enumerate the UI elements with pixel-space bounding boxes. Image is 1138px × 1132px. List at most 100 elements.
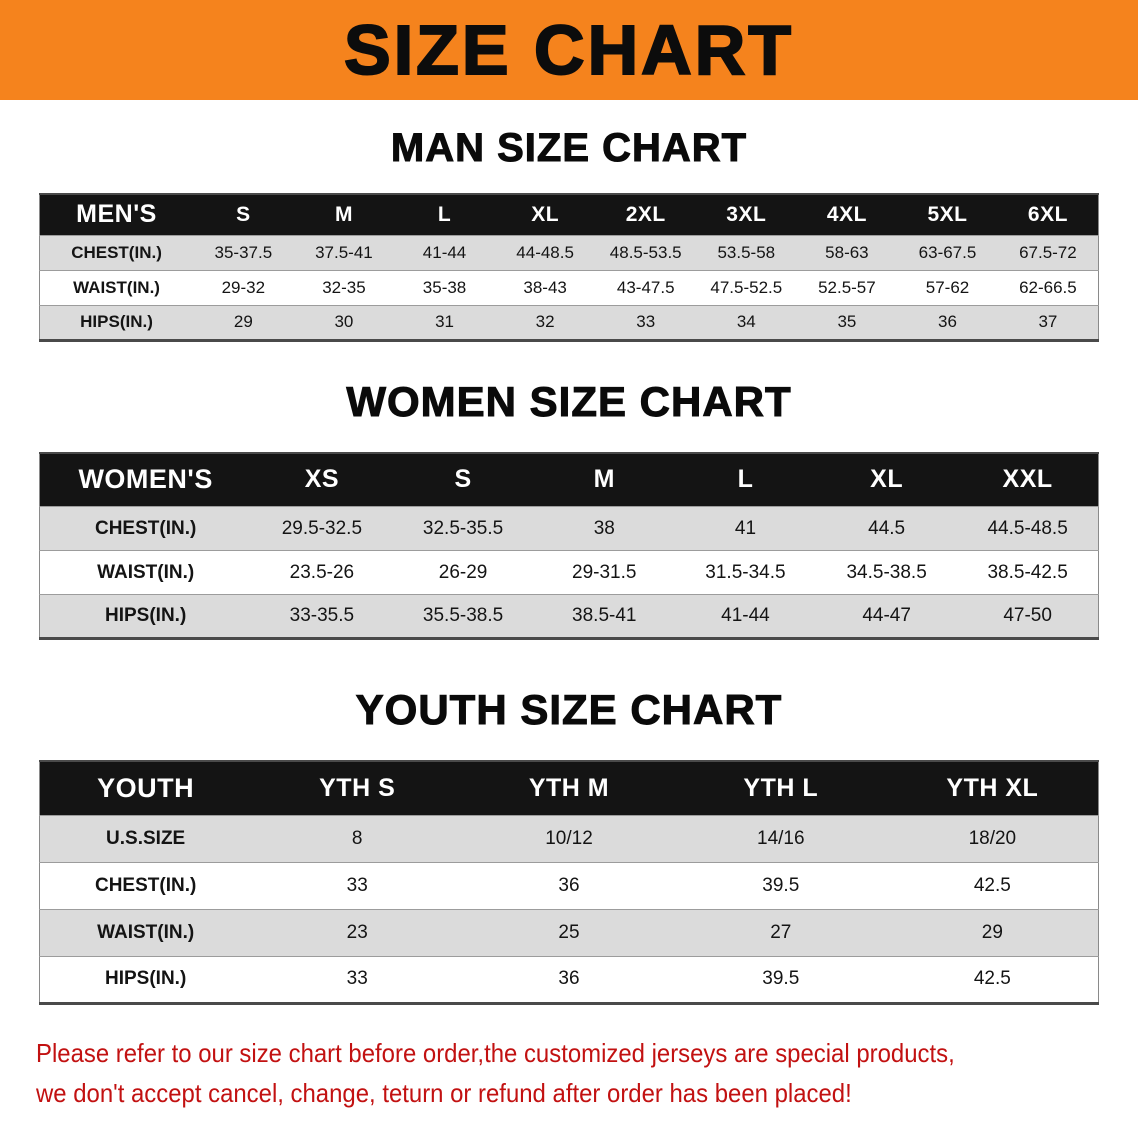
size-column-header: YTH L — [674, 761, 887, 815]
women-size-table: WOMEN'S XS S M L XL XXL CHEST(IN.) 29.5-32.5 32.… — [39, 451, 1099, 640]
youth-header-row: YOUTH YTH S YTH M YTH L YTH XL — [39, 761, 1099, 815]
size-column-header: M — [533, 452, 675, 507]
youth-section-heading: YOUTH SIZE CHART — [355, 686, 783, 734]
youth-table-head: YOUTH YTH S YTH M YTH L YTH XL — [39, 761, 1099, 815]
size-value: 26-29 — [438, 561, 488, 583]
size-column-header: YTH M — [463, 761, 675, 815]
size-value: 41-44 — [721, 605, 770, 626]
size-value: 44.5-48.5 — [987, 517, 1068, 539]
size-value: 32 — [535, 312, 555, 331]
size-value: 35-38 — [422, 277, 467, 297]
size-column-header: 4XL — [796, 194, 898, 235]
size-value: 31 — [435, 312, 454, 331]
table-row: CHEST(IN.) 29.5-32.5 32.5-35.5 38 41 44.5 44.5… — [39, 506, 1099, 551]
size-value: 8 — [351, 827, 363, 849]
size-column-header: L — [674, 452, 817, 507]
size-value: 53.5-58 — [717, 242, 776, 262]
row-label: CHEST(IN.) — [71, 242, 162, 262]
size-column-header: YTH XL — [886, 761, 1099, 815]
size-column-header: 2XL — [595, 194, 697, 235]
size-value: 35.5-38.5 — [422, 605, 504, 626]
size-value: 29.5-32.5 — [281, 517, 363, 539]
size-value: 31.5-34.5 — [705, 561, 786, 583]
size-value: 47-50 — [1003, 605, 1052, 626]
size-value: 29 — [981, 921, 1003, 943]
size-chart-banner: SIZE CHART — [0, 0, 1138, 100]
table-row: CHEST(IN.) 35-37.5 37.5-41 41-44 44-48.5 48.5… — [39, 235, 1099, 270]
size-value: 30 — [334, 312, 354, 331]
size-value: 42.5 — [973, 968, 1011, 989]
youth-size-table: YOUTH YTH S YTH M YTH L YTH XL U.S.SIZE 8 10/1… — [39, 760, 1099, 1005]
women-section-heading: WOMEN SIZE CHART — [346, 377, 792, 425]
size-column-header: XXL — [957, 452, 1099, 507]
size-value: 41-44 — [422, 242, 467, 262]
size-value: 23 — [346, 921, 368, 943]
size-value: 33 — [636, 312, 656, 331]
size-value: 33-35.5 — [289, 605, 355, 626]
size-value: 63-67.5 — [918, 242, 977, 262]
size-value: 23.5-26 — [289, 561, 355, 583]
size-column-header: S — [392, 452, 534, 507]
size-value: 34.5-38.5 — [846, 561, 927, 583]
size-value: 35-37.5 — [214, 242, 273, 262]
size-value: 37 — [1038, 312, 1058, 331]
size-value: 39.5 — [762, 874, 800, 896]
youth-table-body: U.S.SIZE 8 10/12 14/16 18/20 CHEST(IN.) 33 36 39… — [39, 815, 1099, 1003]
size-value: 27 — [770, 921, 792, 943]
size-value: 47.5-52.5 — [710, 277, 783, 297]
women-header-row: WOMEN'S XS S M L XL XXL — [39, 452, 1099, 507]
row-label: WAIST(IN.) — [97, 921, 195, 943]
order-policy-line-2: we don't accept cancel, change, teturn o… — [36, 1077, 852, 1108]
size-column-header: M — [293, 194, 395, 235]
order-policy-line-1: Please refer to our size chart before or… — [36, 1037, 955, 1068]
table-row: HIPS(IN.) 29 30 31 32 33 34 35 36 37 — [39, 305, 1099, 340]
table-row: WAIST(IN.) 23 25 27 29 — [39, 909, 1099, 956]
row-label: U.S.SIZE — [106, 827, 186, 849]
men-table-body: CHEST(IN.) 35-37.5 37.5-41 41-44 44-48.5 48.5… — [39, 235, 1099, 340]
size-value: 35 — [837, 312, 857, 331]
page-title: SIZE CHART — [343, 11, 794, 89]
table-category-header: MEN'S — [39, 194, 194, 235]
men-table-head: MEN'S S M L XL 2XL 3XL 4XL 5XL 6XL — [39, 194, 1099, 235]
size-value: 34 — [736, 312, 756, 331]
size-value: 67.5-72 — [1019, 242, 1077, 262]
size-value: 10/12 — [545, 827, 593, 849]
size-value: 62-66.5 — [1019, 277, 1077, 297]
size-value: 43-47.5 — [616, 277, 675, 297]
size-chart-content: MAN SIZE CHART MEN'S S M L XL 2XL 3XL 4XL 5XL 6XL… — [0, 126, 1138, 1113]
size-column-header: 5XL — [897, 194, 998, 235]
size-column-header: XL — [816, 452, 958, 507]
row-label: WAIST(IN.) — [73, 277, 160, 297]
size-column-header: XL — [494, 194, 596, 235]
row-label: HIPS(IN.) — [105, 968, 187, 989]
size-value: 29-32 — [221, 277, 266, 297]
size-value: 25 — [558, 921, 580, 943]
row-label: CHEST(IN.) — [94, 517, 197, 539]
size-value: 14/16 — [757, 827, 805, 849]
table-row: U.S.SIZE 8 10/12 14/16 18/20 — [39, 815, 1099, 862]
size-value: 48.5-53.5 — [609, 242, 682, 262]
size-value: 38.5-42.5 — [987, 561, 1068, 583]
size-value: 29 — [233, 312, 253, 331]
size-column-header: 6XL — [997, 194, 1099, 235]
women-table-head: WOMEN'S XS S M L XL XXL — [39, 452, 1099, 507]
table-category-header: YOUTH — [39, 761, 252, 815]
size-column-header: YTH S — [251, 761, 464, 815]
row-label: CHEST(IN.) — [94, 874, 197, 896]
size-value: 36 — [938, 312, 957, 331]
size-value: 44-48.5 — [516, 242, 574, 262]
men-size-table: MEN'S S M L XL 2XL 3XL 4XL 5XL 6XL CHEST(IN.) 35-3… — [39, 193, 1099, 342]
size-value: 29-31.5 — [572, 561, 637, 583]
row-label: HIPS(IN.) — [105, 605, 187, 626]
size-value: 32.5-35.5 — [422, 517, 504, 539]
row-label: HIPS(IN.) — [80, 312, 153, 331]
size-column-header: S — [193, 194, 294, 235]
size-value: 36 — [558, 874, 580, 896]
size-value: 58-63 — [825, 242, 869, 262]
size-value: 44-47 — [862, 605, 911, 626]
size-value: 33 — [346, 874, 368, 896]
size-value: 52.5-57 — [818, 277, 876, 297]
size-value: 41 — [734, 517, 757, 539]
table-row: CHEST(IN.) 33 36 39.5 42.5 — [39, 862, 1099, 909]
size-value: 57-62 — [925, 277, 970, 297]
